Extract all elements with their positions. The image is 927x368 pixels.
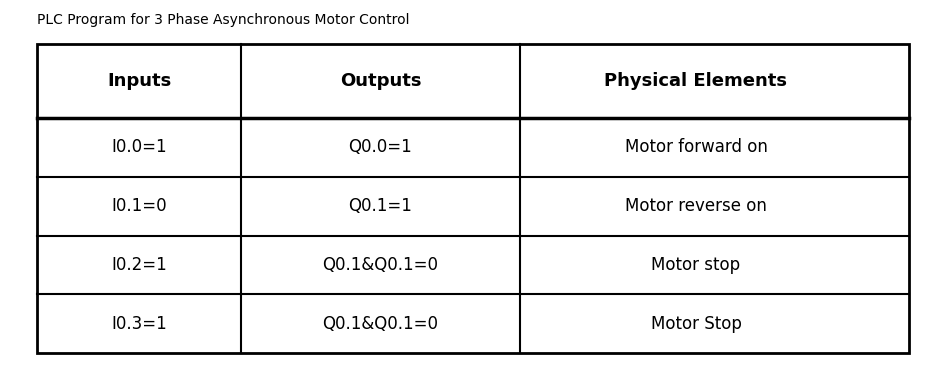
Text: Q0.1=1: Q0.1=1 (349, 197, 412, 215)
Text: I0.3=1: I0.3=1 (111, 315, 167, 333)
Text: Q0.1&Q0.1=0: Q0.1&Q0.1=0 (323, 315, 438, 333)
Bar (37, 44, 908, 353)
Text: PLC Program for 3 Phase Asynchronous Motor Control: PLC Program for 3 Phase Asynchronous Mot… (37, 13, 409, 27)
Text: Motor reverse on: Motor reverse on (625, 197, 766, 215)
Text: Motor forward on: Motor forward on (624, 138, 767, 156)
Text: Motor stop: Motor stop (651, 256, 740, 274)
Text: Q0.0=1: Q0.0=1 (349, 138, 412, 156)
Text: Outputs: Outputs (339, 72, 421, 90)
Text: Inputs: Inputs (107, 72, 171, 90)
Text: I0.0=1: I0.0=1 (111, 138, 167, 156)
Text: Physical Elements: Physical Elements (603, 72, 787, 90)
Text: I0.2=1: I0.2=1 (111, 256, 167, 274)
Text: Motor Stop: Motor Stop (650, 315, 741, 333)
Text: Q0.1&Q0.1=0: Q0.1&Q0.1=0 (323, 256, 438, 274)
Text: I0.1=0: I0.1=0 (111, 197, 167, 215)
